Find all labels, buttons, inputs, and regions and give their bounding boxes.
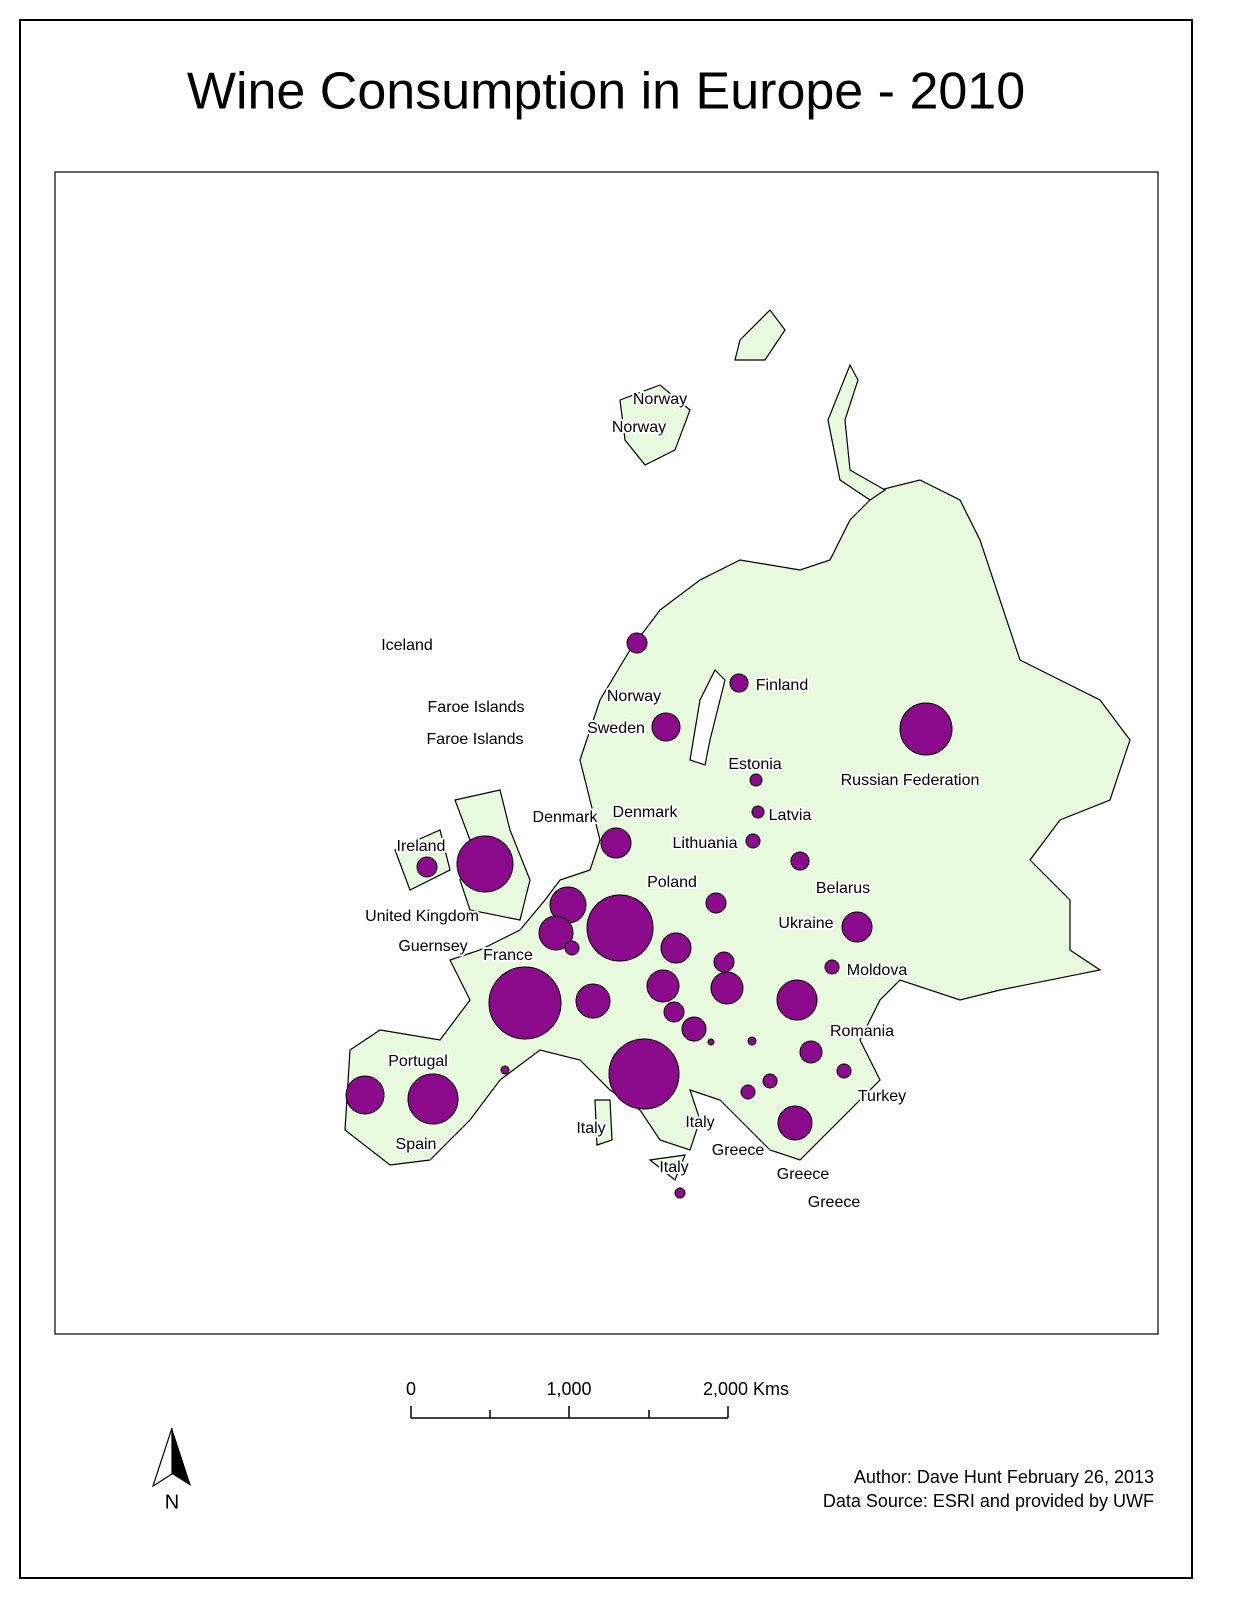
place-label: Moldova — [847, 962, 908, 979]
data-source: Data Source: ESRI and provided by UWF — [823, 1491, 1154, 1511]
consumption-circle — [660, 932, 692, 964]
place-label: Belarus — [816, 880, 870, 897]
place-label: Spain — [396, 1136, 437, 1153]
consumption-circle — [740, 1084, 756, 1100]
scale-label: 0 — [406, 1379, 416, 1399]
author: Author: Dave Hunt February 26, 2013 — [854, 1467, 1154, 1487]
place-label: Greece — [808, 1194, 861, 1211]
consumption-circle — [586, 894, 654, 962]
consumption-circle — [345, 1075, 385, 1115]
consumption-circles — [345, 632, 953, 1199]
place-label: Portugal — [388, 1053, 448, 1070]
consumption-circle — [707, 1038, 715, 1046]
franz-josef — [734, 309, 786, 361]
scale-bar — [410, 1406, 729, 1419]
place-label: Turkey — [858, 1088, 906, 1105]
place-label: Italy — [659, 1159, 688, 1176]
consumption-circle — [710, 971, 744, 1005]
consumption-circle — [762, 1073, 778, 1089]
consumption-circle — [488, 966, 562, 1040]
place-label: France — [483, 947, 533, 964]
scale-label: 2,000 Kms — [703, 1379, 789, 1399]
place-label: Ireland — [397, 838, 446, 855]
place-label: United Kingdom — [365, 908, 479, 925]
north-arrow-right — [172, 1428, 191, 1486]
consumption-circle — [663, 1001, 685, 1023]
consumption-circle — [749, 773, 763, 787]
north-arrow: N — [151, 1427, 191, 1513]
sardinia — [594, 1099, 613, 1146]
place-label: Denmark — [533, 809, 599, 826]
consumption-circle — [500, 1065, 510, 1075]
map-title: Wine Consumption in Europe - 2010 — [187, 63, 1025, 121]
consumption-circle — [713, 951, 735, 973]
place-label: Russian Federation — [841, 772, 980, 789]
place-label: Romania — [830, 1023, 894, 1040]
place-label: Iceland — [381, 637, 433, 654]
consumption-circle — [729, 673, 749, 693]
place-label: Greece — [712, 1142, 765, 1159]
consumption-circle — [626, 632, 648, 654]
consumption-circle — [407, 1073, 459, 1125]
place-label: Norway — [612, 419, 666, 436]
place-label: Faroe Islands — [427, 731, 524, 748]
consumption-circle — [824, 959, 840, 975]
place-label: Latvia — [769, 807, 812, 824]
consumption-circle — [608, 1038, 680, 1110]
place-label: Faroe Islands — [428, 699, 525, 716]
place-label: Italy — [576, 1120, 605, 1137]
place-label: Denmark — [613, 804, 679, 821]
svalbard — [619, 384, 691, 466]
place-label: Norway — [607, 688, 661, 705]
place-label: Estonia — [728, 756, 781, 773]
place-label: Guernsey — [398, 938, 467, 955]
consumption-circle — [674, 1187, 686, 1199]
consumption-circle — [799, 1040, 823, 1064]
place-label: Poland — [647, 874, 697, 891]
consumption-circle — [456, 835, 514, 893]
place-labels: Norway Norway Iceland Finland Norway Faroe Is… — [363, 389, 981, 1213]
consumption-circle — [899, 702, 953, 756]
novaya-zemlya — [827, 363, 887, 501]
place-label: Finland — [756, 677, 808, 694]
place-label: Greece — [777, 1166, 830, 1183]
north-label: N — [165, 1491, 179, 1513]
place-label: Italy — [685, 1114, 714, 1131]
consumption-circle — [836, 1063, 852, 1079]
consumption-circle — [651, 712, 681, 742]
consumption-circle — [747, 1036, 757, 1046]
consumption-circle — [538, 915, 574, 951]
consumption-circle — [564, 940, 580, 956]
consumption-circle — [416, 856, 438, 878]
consumption-circle — [646, 969, 680, 1003]
consumption-circle — [790, 851, 810, 871]
sicily — [648, 1154, 686, 1181]
place-label: Ukraine — [778, 915, 833, 932]
gulf-of-bothnia — [689, 668, 726, 766]
consumption-circle — [841, 911, 873, 943]
consumption-circle — [575, 983, 611, 1019]
scale-label: 1,000 — [546, 1379, 591, 1399]
consumption-circle — [705, 892, 727, 914]
place-label: Norway — [633, 391, 687, 408]
consumption-circle — [681, 1016, 707, 1042]
consumption-circle — [776, 979, 818, 1021]
consumption-circle — [777, 1105, 813, 1141]
consumption-circle — [745, 833, 761, 849]
consumption-circle — [751, 805, 765, 819]
place-label: Lithuania — [673, 835, 738, 852]
consumption-circle — [600, 827, 632, 859]
place-label: Sweden — [587, 720, 645, 737]
